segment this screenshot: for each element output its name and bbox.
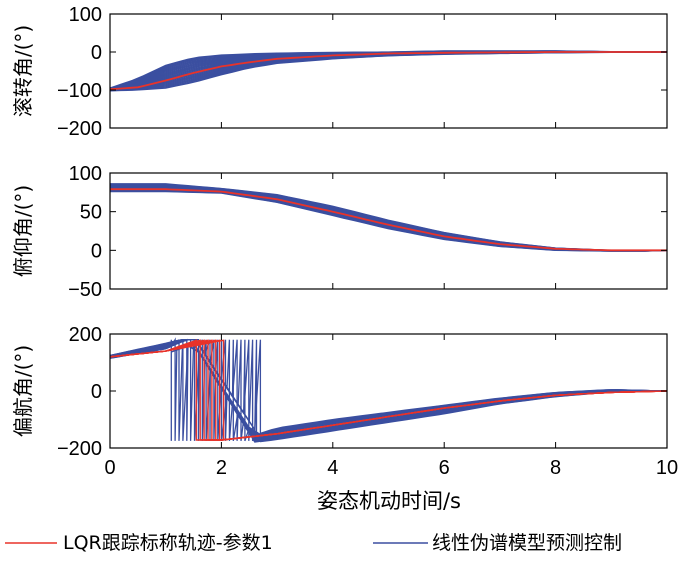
y-tick-label: 100 bbox=[69, 4, 102, 26]
plot-panels: 1000−100−200滚转角/(°)100500−50俯仰角/(°)2000−… bbox=[11, 4, 678, 479]
y-tick-label: 0 bbox=[91, 240, 102, 262]
mpc-trajectory-line bbox=[110, 184, 667, 252]
y-tick-label: −200 bbox=[57, 438, 102, 460]
panel-roll: 100 0 −100 −200 滚转角/(°) bbox=[11, 4, 668, 140]
x-tick-label: 0 bbox=[104, 457, 115, 479]
y-axis-label-pitch: 俯仰角/(°) bbox=[11, 185, 35, 277]
mpc-trajectory-line bbox=[110, 186, 667, 252]
mpc-trajectory-line bbox=[110, 183, 667, 252]
x-tick-label: 4 bbox=[327, 457, 338, 479]
y-tick-label: 100 bbox=[69, 163, 102, 185]
y-tick-label: 0 bbox=[91, 381, 102, 403]
mpc-trajectory-line bbox=[110, 185, 667, 252]
y-tick-label: 0 bbox=[91, 42, 102, 64]
panel-yaw-data bbox=[110, 337, 667, 443]
panel-pitch-frame bbox=[109, 172, 668, 290]
y-tick-label: −50 bbox=[68, 279, 102, 301]
legend-label-lqr: LQR跟踪标称轨迹-参数1 bbox=[63, 532, 273, 554]
x-tick-label: 8 bbox=[550, 457, 561, 479]
y-axis-label-roll: 滚转角/(°) bbox=[11, 25, 35, 117]
lqr-nominal-line bbox=[110, 51, 667, 91]
mpc-trajectory-line bbox=[110, 186, 667, 252]
lqr-nominal-line bbox=[110, 339, 667, 441]
y-tick-label: −200 bbox=[57, 118, 102, 140]
mpc-trajectory-line bbox=[110, 186, 667, 252]
panel-pitch-data bbox=[110, 183, 667, 252]
mpc-trajectory-line bbox=[110, 185, 667, 252]
mpc-trajectory-line bbox=[110, 339, 662, 441]
mpc-trajectory-line bbox=[110, 185, 667, 252]
y-tick-label: 50 bbox=[80, 202, 102, 224]
panel-pitch: 100 50 0 −50 俯仰角/(°) bbox=[11, 163, 668, 301]
mpc-trajectory-line bbox=[110, 184, 667, 252]
mpc-trajectory-line bbox=[110, 339, 662, 441]
x-tick-label: 10 bbox=[656, 457, 678, 479]
y-axis-label-yaw: 偏航角/(°) bbox=[11, 345, 35, 437]
panel-roll-data bbox=[110, 50, 667, 92]
y-tick-label: 200 bbox=[69, 324, 102, 346]
mpc-trajectory-line bbox=[110, 183, 667, 252]
lqr-nominal-line bbox=[110, 188, 667, 252]
legend-label-mpc: 线性伪谱模型预测控制 bbox=[432, 532, 622, 554]
mpc-trajectory-line bbox=[110, 184, 667, 252]
x-tick-label: 6 bbox=[439, 457, 450, 479]
legend: LQR跟踪标称轨迹-参数1 线性伪谱模型预测控制 bbox=[5, 532, 622, 554]
panel-roll-frame bbox=[109, 13, 668, 129]
x-tick-label: 2 bbox=[216, 457, 227, 479]
y-tick-label: −100 bbox=[57, 80, 102, 102]
mpc-trajectory-line bbox=[110, 183, 667, 251]
mpc-trajectory-line bbox=[110, 187, 667, 252]
x-axis-label: 姿态机动时间/s bbox=[317, 489, 461, 513]
mpc-trajectory-line bbox=[110, 187, 667, 252]
